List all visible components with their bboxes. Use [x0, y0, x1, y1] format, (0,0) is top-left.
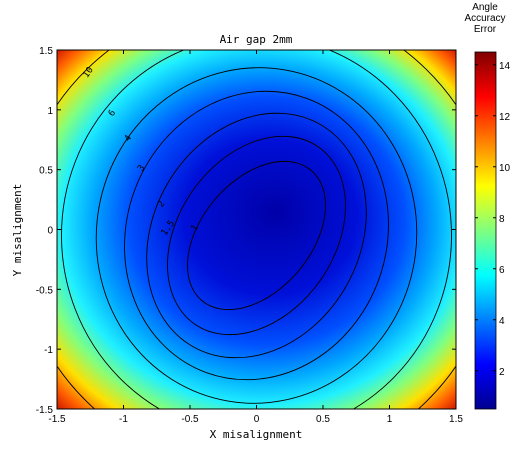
contour-label: 1 — [189, 223, 200, 233]
y-axis: 1.5 1 0.5 0 -0.5 -1 -1.5 — [36, 46, 456, 416]
contour-label: 2 — [156, 199, 167, 209]
x-tick-label: -1.5 — [48, 414, 66, 425]
y-tick-label: -1 — [44, 345, 53, 356]
x-axis: -1.5 -1 -0.5 0 0.5 1 1.5 — [48, 50, 463, 425]
x-tick-label: 0.5 — [316, 414, 330, 425]
colorbar-tick-label: 4 — [499, 316, 505, 327]
y-tick-label: -0.5 — [36, 285, 54, 296]
contour-label: 4 — [123, 134, 134, 144]
x-axis-label: X misalignment — [210, 428, 303, 441]
y-tick-label: 1 — [47, 106, 53, 117]
y-tick-label: 1.5 — [39, 46, 53, 57]
x-tick-label: 1 — [387, 414, 393, 425]
chart-title: Air gap 2mm — [220, 33, 293, 46]
colorbar-ticks: 14 12 10 8 6 4 2 — [475, 61, 511, 378]
colorbar-tick-label: 2 — [499, 367, 505, 378]
colorbar-title-line-2: Accuracy — [464, 13, 506, 24]
colorbar-tick-label: 14 — [499, 61, 511, 72]
colorbar-title-line-1: Angle — [472, 2, 498, 13]
x-tick-label: 1.5 — [449, 414, 463, 425]
contour-label: 6 — [107, 108, 118, 118]
y-tick-label: 0 — [47, 226, 53, 237]
contour-label: 3 — [136, 163, 147, 173]
colorbar-title: Angle Accuracy Error — [454, 2, 516, 35]
x-tick-label: -1 — [119, 414, 128, 425]
contour-line — [146, 112, 367, 359]
y-axis-label: Y misalignment — [11, 184, 24, 277]
colorbar-tick-label: 10 — [499, 163, 511, 174]
heatmap-surface — [57, 50, 456, 409]
contour-line — [167, 135, 346, 336]
contour-line — [95, 67, 418, 404]
contour-line — [187, 160, 326, 311]
colorbar-tick-label: 8 — [499, 214, 505, 225]
y-tick-label: 0.5 — [39, 166, 53, 177]
colorbar — [474, 51, 497, 410]
colorbar-tick-label: 6 — [499, 265, 505, 276]
contour-lines — [57, 50, 456, 409]
contour-line — [61, 50, 452, 409]
contour-line — [124, 90, 389, 381]
colorbar-title-line-3: Error — [473, 24, 497, 35]
x-tick-label: -0.5 — [181, 414, 199, 425]
x-tick-label: 0 — [254, 414, 260, 425]
colorbar-tick-label: 12 — [499, 112, 511, 123]
y-tick-label: -1.5 — [36, 405, 54, 416]
